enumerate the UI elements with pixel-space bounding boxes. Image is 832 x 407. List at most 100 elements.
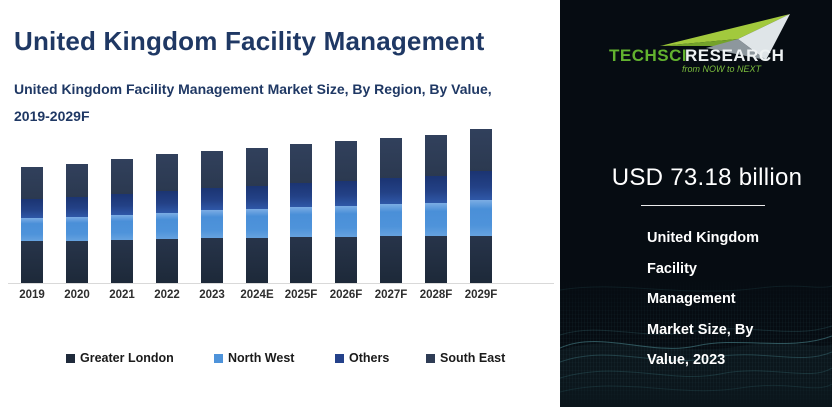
bar-segment-others	[380, 178, 402, 204]
legend-swatch	[335, 353, 344, 363]
bar-segment-others	[111, 194, 133, 215]
bar-segment-north-west	[201, 210, 223, 238]
bar-segment-others	[425, 176, 447, 203]
x-axis-label-2026f: 2026F	[329, 289, 363, 301]
legend-item-north-west: North West	[214, 351, 294, 365]
chart-subtitle-line-2: 2019-2029F	[14, 108, 90, 124]
bar-segment-others	[335, 181, 357, 206]
wave-mesh-background	[560, 285, 832, 407]
legend-item-greater-london: Greater London	[66, 351, 174, 365]
caption-line: Value, 2023	[647, 352, 726, 368]
bar-segment-greater-london	[380, 236, 402, 283]
bar-chart: 2019 2020 2021 2022 2023 2024E 2025F 2026F 2027F…	[8, 129, 554, 301]
bar-segment-south-east	[425, 135, 447, 176]
bar-segment-north-west	[335, 206, 357, 237]
bar-segment-others	[201, 188, 223, 210]
bar-segment-greater-london	[246, 238, 268, 283]
bar-segment-greater-london	[335, 237, 357, 283]
headline-value: USD 73.18 billion	[611, 164, 803, 191]
bar-segment-north-west	[380, 204, 402, 236]
caption-line: United Kingdom	[647, 230, 759, 246]
bar-segment-greater-london	[66, 241, 88, 283]
bar-segment-others	[156, 191, 178, 213]
bar-2028f	[425, 135, 447, 283]
bar-segment-greater-london	[111, 240, 133, 283]
caption-block: United Kingdom Facility Management Marke…	[647, 223, 759, 376]
x-axis-label-2027f: 2027F	[374, 289, 408, 301]
bar-segment-south-east	[66, 164, 88, 197]
wave-mesh-texture	[560, 277, 832, 407]
page-title: United Kingdom Facility Management	[14, 26, 485, 56]
techsci-arrow-icon	[660, 14, 790, 60]
bar-segment-others	[470, 171, 492, 200]
headline-divider	[641, 205, 765, 206]
bar-segment-greater-london	[156, 239, 178, 283]
x-axis-label-2021: 2021	[109, 289, 135, 301]
legend-label: South East	[440, 351, 506, 365]
bar-2020	[66, 164, 88, 283]
x-axis-label-2022: 2022	[154, 289, 180, 301]
bar-segment-south-east	[21, 167, 43, 199]
legend: Greater London North West Others South East	[0, 351, 560, 367]
legend-item-south-east: South East	[426, 351, 505, 365]
bar-segment-north-west	[21, 218, 43, 241]
bar-segment-others	[290, 183, 312, 207]
bar-segment-south-east	[156, 154, 178, 191]
brand-tagline: from NOW to NEXT	[682, 64, 763, 74]
bar-2023	[201, 151, 223, 283]
bar-segment-south-east	[111, 159, 133, 194]
bar-segment-north-west	[425, 203, 447, 236]
bar-2027f	[380, 138, 402, 283]
caption-line: Management	[647, 291, 736, 307]
x-axis-label-2020: 2020	[64, 289, 90, 301]
x-axis-label-2024e: 2024E	[240, 289, 274, 301]
bar-segment-greater-london	[201, 238, 223, 283]
legend-swatch	[66, 353, 75, 363]
bar-segment-greater-london	[425, 236, 447, 283]
info-panel: TECHSCI RESEARCH from NOW to NEXT USD 73…	[560, 0, 832, 407]
bar-segment-others	[66, 197, 88, 217]
legend-item-others: Others	[335, 351, 389, 365]
brand-name-primary: TECHSCI	[609, 46, 687, 65]
legend-swatch	[214, 353, 223, 363]
bar-2021	[111, 159, 133, 283]
bar-segment-south-east	[246, 148, 268, 186]
bar-segment-others	[246, 186, 268, 209]
bar-segment-south-east	[380, 138, 402, 178]
chart-subtitle: United Kingdom Facility Management Marke…	[14, 76, 534, 130]
legend-label: North West	[228, 351, 295, 365]
x-axis-label-2019: 2019	[19, 289, 45, 301]
bar-2022	[156, 154, 178, 283]
legend-label: Others	[349, 351, 390, 365]
bar-2026f	[335, 141, 357, 283]
bar-segment-greater-london	[21, 241, 43, 283]
legend-swatch	[426, 353, 435, 363]
x-axis-label-2025f: 2025F	[284, 289, 318, 301]
bar-segment-north-west	[246, 209, 268, 238]
bar-segment-north-west	[290, 207, 312, 237]
x-axis-label-2028f: 2028F	[419, 289, 453, 301]
bar-segment-north-west	[156, 213, 178, 239]
brand-logo: TECHSCI RESEARCH from NOW to NEXT	[609, 14, 790, 74]
bar-segment-greater-london	[290, 237, 312, 283]
bar-segment-north-west	[111, 215, 133, 240]
bar-segment-north-west	[470, 200, 492, 236]
bar-2024e	[246, 148, 268, 283]
brand-name-secondary: RESEARCH	[685, 46, 784, 65]
bar-segment-south-east	[470, 129, 492, 171]
bar-segment-greater-london	[470, 236, 492, 283]
caption-line: Market Size, By	[647, 321, 754, 338]
chart-panel: United Kingdom Facility Management Unite…	[0, 26, 560, 367]
bar-segment-north-west	[66, 217, 88, 241]
legend-label: Greater London	[80, 351, 174, 365]
x-axis-label-2029f: 2029F	[464, 289, 498, 301]
bar-2029f	[470, 129, 492, 283]
bar-segment-south-east	[201, 151, 223, 188]
bar-2025f	[290, 144, 312, 283]
caption-line: Facility	[647, 260, 697, 277]
x-axis-line	[8, 283, 554, 284]
bar-segment-south-east	[290, 144, 312, 183]
chart-subtitle-line-1: United Kingdom Facility Management Marke…	[14, 81, 492, 97]
bar-segment-south-east	[335, 141, 357, 181]
